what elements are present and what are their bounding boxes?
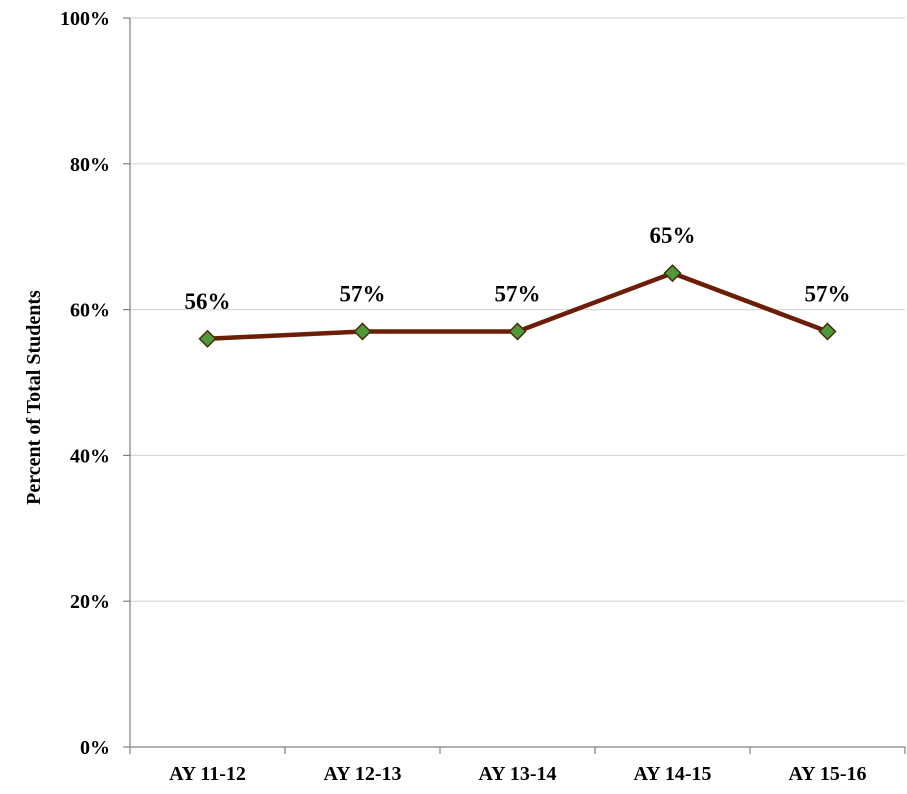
data-label: 57% [340, 281, 386, 306]
data-point-marker [198, 329, 217, 348]
y-tick-label: 60% [70, 300, 110, 322]
y-axis-ticks: 0% 20% 40% 60% 80% 100% [60, 8, 130, 759]
x-axis-ticks: AY 11-12 AY 12-13 AY 13-14 AY 14-15 AY 15-16 [129, 747, 906, 785]
data-point-marker [353, 322, 372, 341]
data-point-marker [663, 264, 682, 283]
x-tick-label: AY 15-16 [789, 763, 867, 785]
y-axis-title: Percent of Total Students [23, 290, 45, 505]
x-tick-label: AY 12-13 [324, 763, 402, 785]
y-tick-label: 80% [70, 154, 110, 176]
data-label: 56% [185, 289, 231, 314]
y-tick-label: 20% [70, 591, 110, 613]
axes [129, 18, 905, 748]
data-labels: 56% 57% 57% 65% 57% [185, 223, 851, 314]
data-point-marker [508, 322, 527, 341]
y-tick-label: 0% [80, 737, 110, 759]
gridlines [130, 17, 905, 602]
series-markers [198, 264, 837, 348]
data-point-marker [818, 322, 837, 341]
data-label: 57% [805, 281, 851, 306]
data-label: 65% [650, 223, 696, 248]
x-tick-label: AY 11-12 [169, 763, 246, 785]
x-tick-label: AY 13-14 [479, 763, 557, 785]
y-tick-label: 40% [70, 445, 110, 467]
y-tick-label: 100% [60, 8, 110, 30]
data-label: 57% [495, 281, 541, 306]
x-tick-label: AY 14-15 [634, 763, 712, 785]
